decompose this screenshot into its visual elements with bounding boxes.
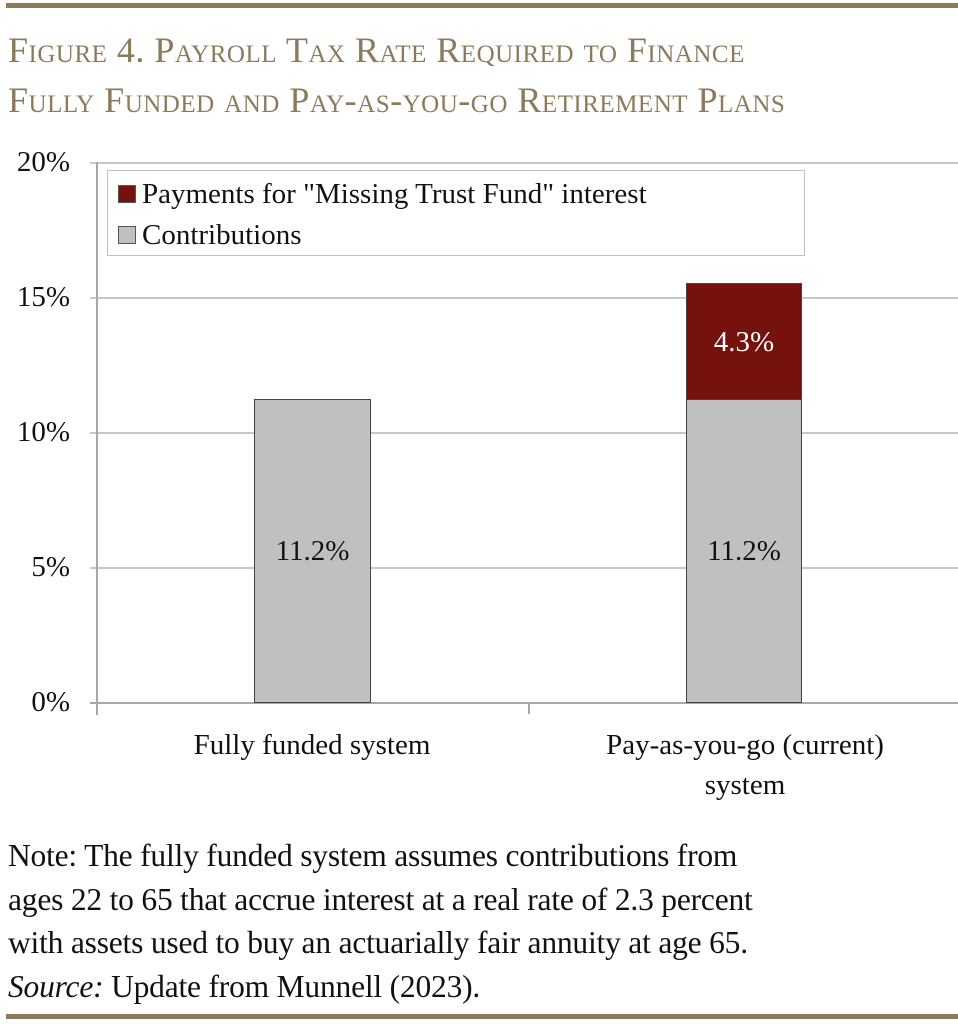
source-line: Source: Update from Munnell (2023).	[8, 965, 953, 1009]
y-tick-20: 20%	[16, 146, 70, 178]
gridline-10	[90, 432, 958, 434]
bar-fully-funded-contributions: 11.2%	[254, 399, 371, 703]
top-rule	[6, 3, 958, 8]
figure-title-line-2: Fully Funded and Pay-as-you-go Retiremen…	[8, 80, 786, 120]
figure-title-line-1: Figure 4. Payroll Tax Rate Required to F…	[8, 30, 745, 70]
bar-value-label: 11.2%	[707, 534, 781, 567]
note-line-2: ages 22 to 65 that accrue interest at a …	[8, 881, 753, 917]
y-tick-10: 10%	[16, 416, 70, 448]
figure-note: Note: The fully funded system assumes co…	[8, 834, 953, 1008]
figure-title: Figure 4. Payroll Tax Rate Required to F…	[8, 26, 953, 126]
x-axis	[90, 702, 958, 704]
legend-item-missing-trust-fund: Payments for "Missing Trust Fund" intere…	[118, 175, 647, 213]
y-tick-5: 5%	[31, 551, 70, 583]
y-tick-0: 0%	[31, 686, 70, 718]
y-axis	[96, 162, 98, 715]
x-label-payg: Pay-as-you-go (current) system	[545, 725, 945, 805]
gridline-15	[90, 297, 958, 299]
note-line-1: Note: The fully funded system assumes co…	[8, 838, 738, 873]
source-label: Source:	[8, 968, 104, 1004]
y-tick-15: 15%	[16, 281, 70, 313]
bar-value-label: 11.2%	[275, 534, 350, 567]
legend: Payments for "Missing Trust Fund" intere…	[107, 170, 805, 256]
legend-label: Contributions	[142, 218, 302, 251]
legend-label: Payments for "Missing Trust Fund" intere…	[142, 177, 647, 210]
x-label-fully-funded: Fully funded system	[193, 729, 431, 761]
legend-swatch-dark-red	[118, 185, 136, 203]
x-label-payg-line-2: system	[704, 769, 786, 801]
bottom-rule	[6, 1014, 958, 1019]
bar-value-label: 4.3%	[713, 325, 775, 358]
gridline-20	[90, 162, 958, 164]
x-axis-tick-mark	[528, 702, 530, 714]
note-line-3: with assets used to buy an actuarially f…	[8, 925, 748, 960]
x-label-payg-line-1: Pay-as-you-go (current)	[606, 729, 884, 761]
legend-swatch-gray	[118, 226, 136, 244]
source-text: Update from Munnell (2023).	[103, 968, 481, 1004]
bar-payg-contributions: 11.2%	[686, 399, 802, 703]
gridline-5	[90, 567, 958, 569]
legend-item-contributions: Contributions	[118, 216, 302, 254]
bar-payg-missing-trust-fund: 4.3%	[686, 283, 802, 400]
